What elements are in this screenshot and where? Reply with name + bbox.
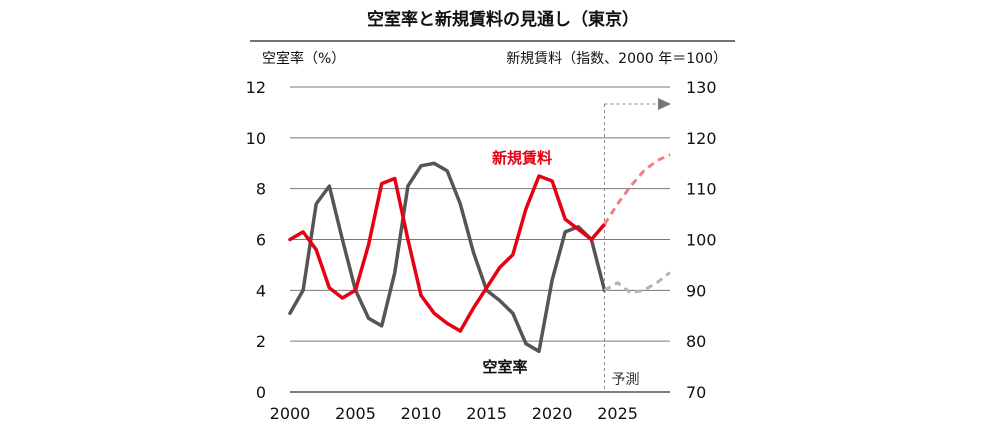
- chart-title: 空室率と新規賃料の見通し（東京）: [367, 9, 639, 30]
- series-label-1: 新規賃料: [492, 149, 552, 167]
- left-axis-label: 空室率（%）: [262, 50, 345, 67]
- left-tick-label: 10: [246, 129, 266, 148]
- right-tick-label: 90: [686, 281, 706, 300]
- x-tick-label: 2005: [335, 404, 376, 423]
- right-tick-label: 100: [686, 231, 717, 250]
- series-labels: 空室率 新規賃料: [482, 149, 552, 376]
- x-tick-label: 2010: [401, 404, 442, 423]
- left-tick-label: 0: [256, 383, 266, 402]
- right-tick-label: 130: [686, 78, 717, 97]
- x-tick-labels: 2000 2005 2010 2015 2020 2025: [270, 404, 638, 423]
- left-tick-label: 8: [256, 180, 266, 199]
- right-tick-labels: 70 80 90 100 110 120 130: [686, 78, 717, 402]
- series-label-0: 空室率: [482, 358, 527, 376]
- forecast-label: 予測: [611, 372, 639, 388]
- right-tick-label: 120: [686, 129, 717, 148]
- left-tick-label: 2: [256, 332, 266, 351]
- series-lines: [288, 153, 671, 354]
- x-tick-label: 2020: [532, 404, 573, 423]
- x-tick-label: 2000: [270, 404, 311, 423]
- right-tick-label: 110: [686, 180, 717, 199]
- forecast-marker: 予測: [603, 98, 671, 392]
- series-forecast-line-1: [603, 153, 671, 226]
- x-tick-label: 2025: [597, 404, 638, 423]
- series-line-1: [288, 174, 607, 333]
- right-tick-label: 70: [686, 383, 706, 402]
- series-line-0: [288, 161, 607, 354]
- gridlines: [290, 86, 670, 393]
- left-tick-label: 4: [256, 281, 266, 300]
- left-tick-label: 12: [246, 78, 266, 97]
- right-axis-label: 新規賃料（指数、2000 年＝100）: [506, 51, 727, 67]
- left-tick-labels: 0 2 4 6 8 10 12: [246, 78, 266, 402]
- forecast-arrow-head: [658, 98, 671, 110]
- left-tick-label: 6: [256, 231, 266, 250]
- right-tick-label: 80: [686, 332, 706, 351]
- series-forecast-line-0: [603, 271, 671, 295]
- x-tick-label: 2015: [466, 404, 507, 423]
